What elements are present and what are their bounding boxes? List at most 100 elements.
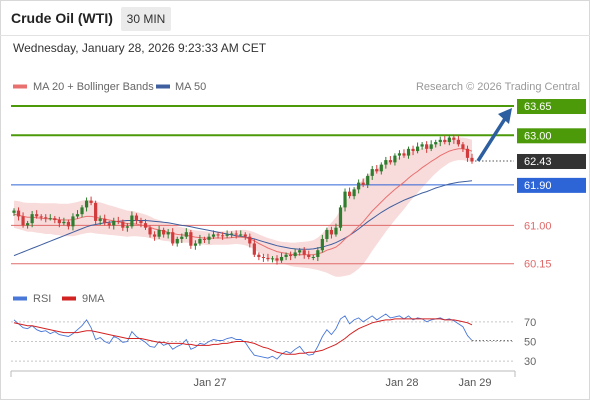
- candle-body: [44, 217, 48, 219]
- candle-body: [171, 232, 175, 244]
- candle-body: [225, 234, 229, 236]
- candle-body: [298, 250, 302, 253]
- candle-body: [53, 218, 57, 221]
- candle-body: [338, 207, 343, 228]
- candle-body: [148, 227, 152, 235]
- candle-body: [112, 220, 116, 226]
- candle-body: [343, 191, 347, 208]
- header-divider: [0, 35, 590, 36]
- candle-body: [370, 169, 374, 176]
- candle-body: [257, 254, 261, 257]
- rsi-tick-1: 50: [524, 336, 536, 348]
- candle-body: [302, 250, 306, 255]
- rsi-ma-line: [13, 318, 473, 355]
- price-label-box-3: [517, 177, 586, 193]
- candle-body: [347, 191, 352, 197]
- candle-body: [75, 214, 80, 217]
- candle-body: [134, 215, 139, 221]
- candle-body: [162, 229, 166, 235]
- candle-body: [89, 200, 93, 203]
- candle-body: [366, 175, 370, 185]
- price-label-5: 60.15: [524, 259, 552, 271]
- candle-body: [234, 233, 238, 235]
- ma20-legend-label: MA 20 + Bollinger Bands: [33, 81, 154, 93]
- candle-body: [289, 254, 293, 257]
- price-label-0: 63.65: [524, 101, 552, 113]
- forecast-arrow-head: [498, 108, 512, 125]
- candle-body: [116, 220, 120, 222]
- candle-body: [107, 223, 111, 226]
- candle-body: [175, 238, 179, 244]
- candle-body: [388, 160, 392, 163]
- candle-body: [429, 144, 433, 149]
- candle-body: [307, 254, 311, 257]
- candle-body: [270, 258, 275, 260]
- candle-body: [152, 234, 157, 237]
- candle-body: [316, 250, 320, 257]
- candle-body: [184, 232, 188, 237]
- candle-body: [425, 144, 429, 149]
- candle-body: [375, 169, 379, 172]
- candle-body: [57, 220, 61, 224]
- forecast-arrow-shaft: [476, 116, 508, 162]
- candle-body: [216, 234, 220, 236]
- candle-body: [125, 226, 129, 228]
- ma50-line: [13, 180, 473, 257]
- candle-body: [334, 227, 338, 235]
- ma20-legend-swatch: [13, 84, 27, 89]
- ma50-legend-label: MA 50: [175, 81, 206, 93]
- candle-body: [230, 233, 234, 235]
- candle-body: [465, 148, 470, 158]
- candle-body: [352, 189, 356, 197]
- candle-body: [415, 146, 420, 152]
- report-datetime: Wednesday, January 28, 2026 9:23:33 AM C…: [13, 41, 267, 55]
- candle-body: [266, 257, 270, 260]
- candle-body: [207, 236, 211, 240]
- candle-body: [361, 182, 365, 185]
- rsi-line: [13, 313, 473, 360]
- ma20-line: [13, 148, 473, 256]
- candle-body: [243, 234, 247, 237]
- candle-body: [157, 229, 161, 237]
- price-label-3: 61.90: [524, 180, 552, 192]
- price-label-4: 61.00: [524, 220, 552, 232]
- candle-body: [39, 216, 43, 218]
- candle-body: [456, 139, 460, 145]
- candle-body: [21, 216, 25, 226]
- candle-body: [62, 221, 66, 224]
- candle-body: [80, 207, 84, 215]
- price-label-2: 62.43: [524, 156, 552, 168]
- rsi-tick-2: 30: [524, 356, 536, 368]
- candle-body: [239, 234, 243, 236]
- candle-body: [252, 243, 256, 255]
- price-label-box-2: [517, 153, 586, 169]
- x-tick-label-1: Jan 28: [385, 377, 418, 389]
- candle-body: [320, 238, 324, 251]
- candle-body: [470, 157, 474, 162]
- candle-body: [48, 218, 52, 220]
- candle-body: [357, 182, 361, 190]
- candle-body: [220, 235, 225, 237]
- candle-body: [379, 164, 383, 172]
- candle-body: [261, 256, 266, 258]
- candle-body: [275, 258, 279, 261]
- candle-body: [16, 210, 21, 217]
- candle-body: [443, 139, 447, 143]
- ma50-legend-swatch: [156, 84, 170, 89]
- candle-body: [35, 214, 39, 217]
- candle-body: [26, 223, 30, 226]
- candle-body: [166, 232, 170, 235]
- candle-body: [284, 254, 288, 257]
- candle-body: [130, 215, 134, 227]
- rsi-tick-0: 70: [524, 317, 536, 329]
- candle-body: [143, 223, 148, 228]
- rsi-legend-swatch: [13, 296, 27, 301]
- candle-body: [447, 137, 451, 143]
- rsi-legend-label: RSI: [33, 293, 51, 305]
- candle-body: [393, 155, 397, 163]
- instrument-title: Crude Oil (WTI): [11, 10, 113, 26]
- candle-body: [71, 216, 75, 227]
- candle-body: [189, 232, 193, 246]
- timeframe-badge[interactable]: 30 MIN: [121, 7, 171, 31]
